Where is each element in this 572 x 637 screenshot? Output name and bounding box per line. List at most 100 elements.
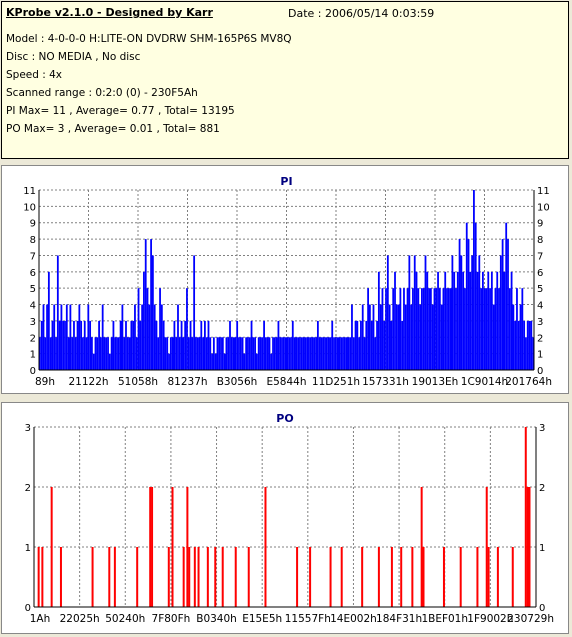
pi-bar — [304, 337, 307, 370]
pi-bar — [288, 337, 291, 370]
pi-bar — [370, 320, 373, 370]
pi-bar — [401, 320, 404, 370]
pi-bar — [388, 304, 391, 370]
pi-xtick-label: 21122h — [68, 376, 108, 388]
pi-bar — [300, 337, 303, 370]
pi-bar — [325, 337, 328, 370]
pi-bar — [80, 320, 83, 370]
pi-bar — [212, 337, 215, 370]
pi-bar — [385, 288, 387, 370]
po-bar — [151, 487, 154, 607]
pi-bar — [89, 320, 92, 370]
po-ytick-left: 2 — [25, 483, 31, 494]
pi-bar — [141, 304, 144, 370]
pi-bar — [99, 337, 102, 370]
pi-bar — [229, 320, 231, 370]
pi-bar — [521, 288, 524, 370]
pi-ytick-left: 0 — [30, 366, 36, 377]
pi-bar — [243, 353, 246, 370]
po-bar — [50, 487, 53, 607]
pi-bar — [252, 337, 255, 370]
pi-bar — [308, 337, 310, 370]
pi-ytick-left: 4 — [30, 301, 36, 312]
pi-bar — [302, 337, 305, 370]
pi-bar — [309, 337, 312, 370]
pi-bar — [105, 337, 108, 370]
pi-bar — [315, 337, 317, 370]
pi-bar — [162, 320, 165, 370]
pi-bar — [438, 288, 441, 370]
pi-bar — [126, 337, 129, 370]
pi-bar — [406, 288, 409, 370]
po-bar — [329, 547, 332, 607]
pi-ytick-right: 6 — [537, 268, 543, 279]
pi-bar — [532, 337, 534, 370]
pi-bar — [467, 239, 470, 370]
pi-bar — [503, 271, 506, 370]
pi-bar — [198, 337, 201, 370]
pi-bar — [110, 337, 113, 370]
pi-bar — [377, 271, 380, 370]
pi-bar — [78, 304, 81, 370]
pi-bar — [148, 304, 151, 370]
pi-bar — [195, 337, 197, 370]
pi-bar — [256, 353, 258, 370]
pi-bar — [290, 337, 292, 370]
pi-bar — [277, 320, 280, 370]
po-title: PO — [276, 412, 293, 425]
pi-bar — [351, 304, 353, 370]
pi-ytick-left: 7 — [30, 251, 36, 262]
pi-bar — [259, 337, 262, 370]
pi-bar — [39, 337, 41, 370]
pi-bar — [363, 337, 366, 370]
pi-xtick-label: 89h — [35, 376, 55, 388]
pi-bar — [175, 337, 178, 370]
pi-ytick-right: 8 — [537, 235, 543, 246]
po-ytick-left: 0 — [25, 603, 31, 614]
pi-bar — [419, 304, 422, 370]
disc-line: Disc : NO MEDIA , No disc — [6, 51, 141, 63]
pi-bar — [429, 288, 432, 370]
po-plot-area — [34, 427, 536, 607]
pi-bar — [221, 337, 224, 370]
pi-bar — [85, 337, 88, 370]
pi-bar — [216, 337, 219, 370]
pi-bar — [340, 337, 343, 370]
pi-ytick-left: 3 — [30, 317, 36, 328]
pi-bar — [160, 304, 163, 370]
pi-ytick-left: 11 — [23, 186, 36, 197]
pi-bar — [64, 320, 66, 370]
pi-xtick-label: 11D251h — [312, 376, 360, 388]
pi-bar — [180, 320, 183, 370]
pi-bar — [53, 304, 56, 370]
po-bar — [390, 547, 393, 607]
pi-bar — [281, 337, 283, 370]
pi-ytick-left: 1 — [30, 350, 36, 361]
pi-bar — [358, 337, 361, 370]
po-bar — [400, 547, 403, 607]
pi-bar — [209, 337, 212, 370]
pi-bar — [322, 337, 325, 370]
pi-bar — [227, 337, 230, 370]
po-bar — [59, 547, 62, 607]
po-bar — [309, 547, 312, 607]
pi-bar — [415, 271, 418, 370]
pi-bar — [266, 337, 269, 370]
pi-bar — [101, 304, 104, 370]
pi-bar — [469, 271, 472, 370]
pi-ytick-right: 3 — [537, 317, 543, 328]
pi-bar — [112, 320, 115, 370]
pi-bar — [144, 239, 147, 370]
po-xtick-label: 11557Fh — [285, 613, 331, 625]
pi-bar — [69, 304, 72, 370]
pi-bar — [273, 337, 276, 370]
pi-bar — [182, 337, 185, 370]
pi-bar — [487, 271, 490, 370]
pi-bar — [361, 304, 364, 370]
po-bar — [149, 487, 152, 607]
pi-bar — [494, 288, 497, 370]
pi-bar — [76, 320, 79, 370]
pi-bar — [200, 320, 203, 370]
pi-bar — [316, 320, 319, 370]
po-xtick-label: E15E5h — [242, 613, 282, 625]
